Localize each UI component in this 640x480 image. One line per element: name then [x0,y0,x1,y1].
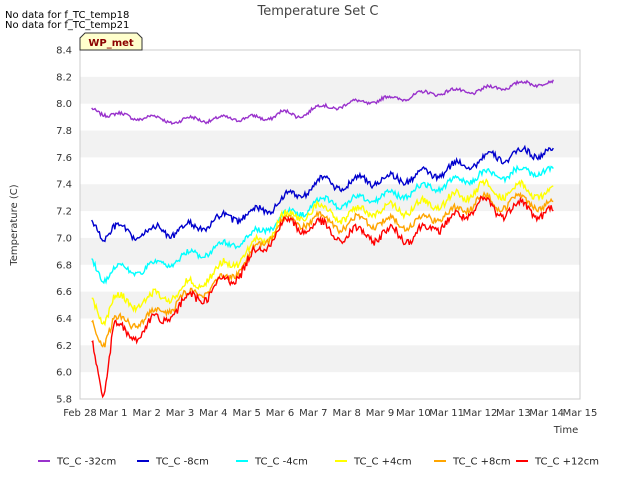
y-axis-title: Temperature (C) [9,184,20,266]
grid-band [80,345,580,373]
y-tick-label: 5.8 [56,395,72,406]
series-lines [91,79,554,399]
y-tick-label: 6.4 [56,314,72,325]
x-tick-label: Mar 12 [463,408,498,419]
x-tick-label: Mar 15 [563,408,598,419]
y-tick-label: 7.0 [56,233,72,244]
x-tick-label: Mar 5 [232,408,260,419]
x-tick-label: Mar 13 [496,408,531,419]
wp-met-badge: WP_met [79,32,143,51]
x-tick-label: Mar 1 [99,408,127,419]
y-tick-label: 7.2 [56,207,72,218]
x-tick-label: Mar 14 [529,408,564,419]
x-tick-label: Mar 2 [132,408,160,419]
legend-label: TC_C -4cm [254,457,308,468]
x-tick-label: Mar 7 [299,408,327,419]
y-tick-label: 8.0 [56,99,72,110]
legend-label: TC_C -8cm [155,457,209,468]
y-tick-label: 7.6 [56,153,72,164]
series-line [91,79,554,126]
legend-label: TC_C -32cm [56,457,116,468]
y-tick-label: 6.2 [56,341,72,352]
grid-band [80,291,580,319]
y-tick-label: 7.8 [56,126,72,137]
grid-band [80,184,580,212]
legend: TC_C -32cm TC_C -8cm TC_C -4cm TC_C +4cm TC_… [38,457,599,468]
series-line [91,144,554,243]
y-tick-label: 8.2 [56,72,72,83]
grid-band [80,237,580,265]
x-tick-label: Mar 10 [396,408,431,419]
y-tick-label: 6.8 [56,260,72,271]
grid-band [80,76,580,104]
legend-label: TC_C +12cm [534,457,599,468]
series-line [91,195,554,399]
grid-bands [80,76,580,373]
series-line [91,178,554,327]
y-tick-label: 8.4 [56,46,72,57]
chart-title: Temperature Set C [256,4,378,19]
y-tick-label: 6.0 [56,368,72,379]
x-tick-label: Mar 11 [429,408,464,419]
no-data-note-1: No data for f_TC_temp18 [5,10,129,21]
x-tick-label: Feb 28 [63,408,97,419]
no-data-note-2: No data for f_TC_temp21 [5,20,129,31]
grid-band [80,130,580,158]
y-tick-label: 7.4 [56,180,72,191]
x-tick-label: Mar 8 [332,408,360,419]
x-tick-label: Mar 9 [366,408,394,419]
legend-label: TC_C +8cm [452,457,511,468]
x-tick-label: Mar 6 [266,408,294,419]
y-axis-ticks: 5.8 6.0 6.2 6.4 6.6 6.8 7.0 7.2 7.4 7.6 7.8 8.0 8.2 8… [56,46,72,406]
legend-label: TC_C +4cm [353,457,412,468]
series-line [91,190,554,348]
y-tick-label: 6.6 [56,287,72,298]
plot-frame [79,49,581,400]
badge-label: WP_met [88,38,134,49]
x-axis-ticks: Feb 28 Mar 1 Mar 2 Mar 3 Mar 4 Mar 5 Mar 6 Mar … [63,408,597,419]
x-axis-title: Time [553,425,578,436]
x-tick-label: Mar 4 [199,408,227,419]
series-line [91,164,554,285]
x-tick-label: Mar 3 [166,408,194,419]
